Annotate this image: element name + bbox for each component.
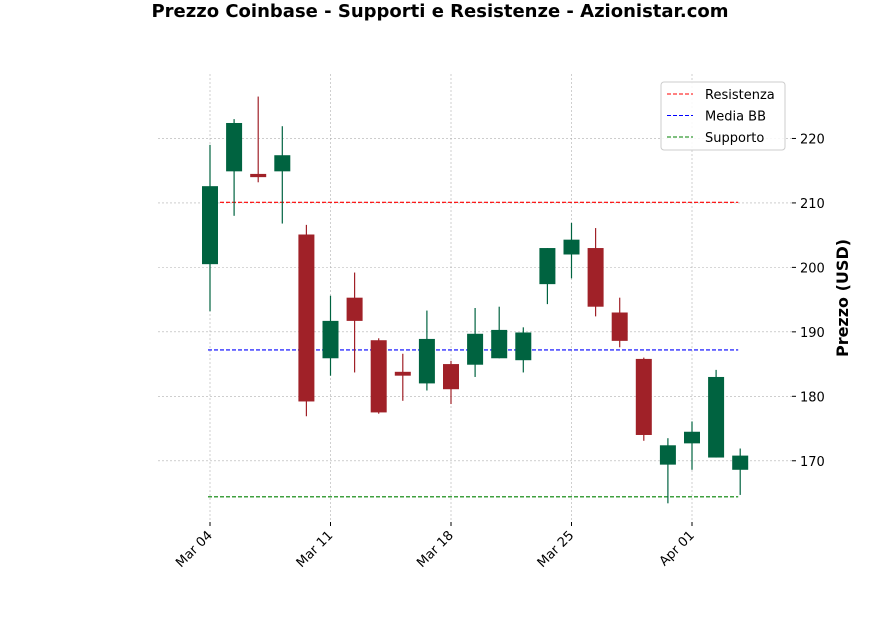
candle-body (418, 338, 435, 384)
candle-body (491, 329, 508, 359)
candle-body (635, 358, 652, 435)
y-tick-label: 190 (800, 326, 825, 341)
chart-title: Prezzo Coinbase - Supporti e Resistenze … (151, 1, 729, 22)
candle-body (515, 332, 532, 361)
candle-body (298, 234, 315, 402)
candle-body (467, 333, 484, 365)
x-tick-label: Mar 11 (294, 528, 337, 571)
x-tick-label: Mar 25 (535, 528, 578, 571)
candle-body (563, 239, 580, 255)
candle-body (274, 155, 291, 172)
y-tick-label: 170 (800, 455, 825, 470)
candle-body (250, 173, 267, 178)
candle-body (370, 340, 387, 413)
candle-body (346, 297, 363, 321)
y-tick-label: 210 (800, 197, 825, 212)
y-tick-label: 180 (800, 390, 825, 405)
legend: Resistenza Media BB Supporto (660, 81, 786, 151)
legend-label: Supporto (705, 131, 764, 146)
candle-body (659, 445, 676, 465)
x-tick-label: Apr 01 (657, 528, 698, 569)
candle-body (202, 186, 218, 265)
candle-body (394, 371, 411, 376)
legend-label: Media BB (705, 110, 766, 125)
candle-body (611, 312, 628, 341)
x-tick-label: Mar 04 (173, 528, 216, 571)
legend-label: Resistenza (705, 88, 775, 103)
candle-body (226, 122, 243, 172)
candle-body (443, 364, 459, 390)
candle-body (322, 320, 339, 359)
y-tick-label: 200 (800, 261, 825, 276)
legend-box (660, 81, 786, 151)
y-axis-label: Prezzo (USD) (833, 239, 852, 357)
candle-body (708, 376, 725, 458)
candle-body (684, 431, 700, 444)
candles-layer (202, 96, 749, 504)
y-tick-label: 220 (800, 132, 825, 147)
x-tick-label: Mar 18 (414, 528, 457, 571)
candle-body (587, 248, 604, 307)
candle-body (539, 248, 556, 285)
candle-body (732, 455, 749, 470)
